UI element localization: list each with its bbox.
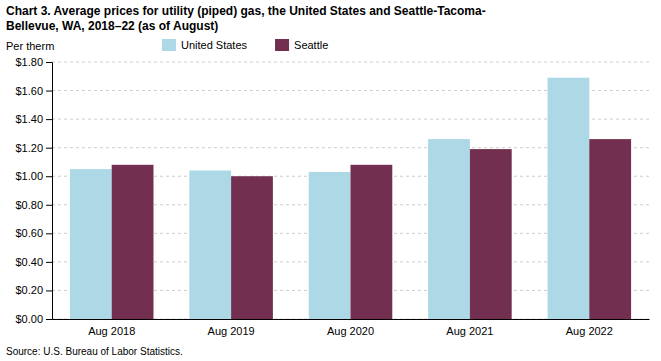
tick-label: $1.40: [15, 113, 43, 125]
bar: [548, 78, 590, 319]
bar: [428, 139, 470, 319]
tick-label: $0.80: [15, 199, 43, 211]
bar: [309, 172, 351, 319]
tick-label: $0.40: [15, 256, 43, 268]
tick: Aug 2022: [566, 325, 613, 337]
tick: $0.20: [15, 284, 52, 296]
tick-label: $1.80: [15, 56, 43, 68]
tick-label: $0.60: [15, 227, 43, 239]
tick-mark: [46, 205, 52, 206]
grid-line: [52, 62, 649, 63]
bar: [231, 176, 273, 319]
source: Source: U.S. Bureau of Labor Statistics.: [6, 346, 183, 357]
tick-mark: [46, 176, 52, 177]
legend-item: United States: [162, 39, 248, 51]
tick: $0.00: [15, 313, 52, 325]
tick-label: Aug 2021: [446, 325, 493, 337]
tick-mark: [46, 62, 52, 63]
bars: [70, 78, 631, 319]
plot: $0.00 $0.20 $0.40 $0.60 $0.80 $1.00 $1.20 $1.40…: [15, 56, 649, 337]
tick: $0.40: [15, 256, 52, 268]
tick-label: $1.00: [15, 170, 43, 182]
tick-mark: [46, 319, 52, 320]
tick-label: $1.20: [15, 142, 43, 154]
tick-label: Aug 2019: [208, 325, 255, 337]
tick: Aug 2020: [327, 325, 374, 337]
tick: $0.60: [15, 227, 52, 239]
bar: [70, 169, 112, 319]
tick: $1.40: [15, 113, 52, 125]
tick: $1.00: [15, 170, 52, 182]
title-line: Chart 3. Average prices for utility (pip…: [6, 4, 486, 18]
tick: Aug 2018: [88, 325, 135, 337]
tick-label: $0.20: [15, 284, 43, 296]
legend-swatch: [162, 39, 176, 51]
tick: $1.60: [15, 85, 52, 97]
bar: [189, 171, 231, 319]
bar: [112, 165, 154, 319]
tick-label: $0.00: [15, 313, 43, 325]
tick: $0.80: [15, 199, 52, 211]
bar: [351, 165, 393, 319]
tick-mark: [46, 148, 52, 149]
tick-label: Aug 2018: [88, 325, 135, 337]
x-axis: Aug 2018 Aug 2019 Aug 2020 Aug 2021 Aug 2022: [53, 320, 650, 337]
tick-mark: [46, 91, 52, 92]
tick-mark: [46, 262, 52, 263]
bar: [589, 139, 631, 319]
title: Chart 3. Average prices for utility (pip…: [6, 4, 486, 33]
series: [70, 78, 589, 319]
series: [112, 139, 631, 319]
legend: United States Seattle: [162, 39, 328, 51]
legend-swatch: [275, 39, 289, 51]
axis-line: [53, 319, 650, 320]
tick-label: Aug 2022: [566, 325, 613, 337]
tick-label: Aug 2020: [327, 325, 374, 337]
legend-item: Seattle: [275, 39, 328, 51]
tick-label: $1.60: [15, 85, 43, 97]
legend-label: United States: [181, 39, 248, 51]
title-line: Bellevue, WA, 2018–22 (as of August): [6, 19, 218, 33]
y-label: Per therm: [6, 40, 54, 52]
legend-label: Seattle: [294, 39, 328, 51]
tick: Aug 2019: [208, 325, 255, 337]
tick: $1.80: [15, 56, 52, 68]
tick: Aug 2021: [446, 325, 493, 337]
bar: [470, 149, 512, 319]
grid: [52, 62, 649, 319]
y-axis: $0.00 $0.20 $0.40 $0.60 $0.80 $1.00 $1.20 $1.40…: [15, 56, 52, 325]
tick-mark: [46, 290, 52, 291]
tick-mark: [46, 119, 52, 120]
axis-line: [46, 63, 53, 320]
tick: $1.20: [15, 142, 52, 154]
tick-mark: [46, 233, 52, 234]
chart: Chart 3. Average prices for utility (pip…: [0, 0, 661, 361]
